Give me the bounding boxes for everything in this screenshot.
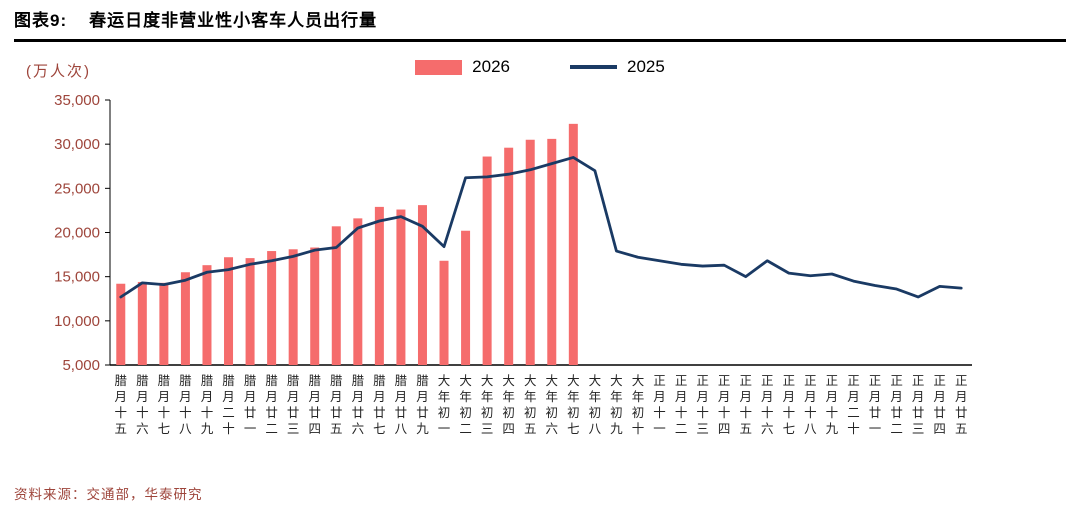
x-tick-label: 正月廿三 — [912, 374, 925, 436]
x-tick-label: 大年初九 — [610, 374, 623, 436]
bar — [482, 156, 492, 365]
bar — [267, 251, 277, 365]
x-tick-label: 大年初七 — [567, 374, 580, 436]
x-tick-label: 正月十七 — [783, 374, 796, 436]
bar — [202, 265, 212, 365]
x-tick-label: 正月十三 — [696, 374, 709, 436]
line-series-2025 — [119, 156, 963, 299]
y-tick-label: 5,000 — [62, 357, 100, 374]
bar — [396, 209, 406, 365]
bar — [374, 206, 384, 365]
x-tick-label: 正月十二 — [675, 374, 688, 436]
y-tick-label: 20,000 — [54, 225, 100, 242]
x-tick-label: 正月十四 — [718, 374, 731, 436]
bar — [310, 247, 320, 365]
bar — [180, 272, 190, 365]
bar — [461, 230, 471, 365]
y-tick-label: 25,000 — [54, 180, 100, 197]
y-axis: 5,000 10,000 15,000 20,000 25,000 30,000 35,00… — [54, 92, 111, 374]
x-tick-label: 正月廿一 — [869, 374, 882, 436]
x-tick-label: 正月廿五 — [955, 374, 968, 436]
bar — [288, 249, 298, 365]
x-tick-label: 正月廿四 — [933, 374, 946, 436]
x-tick-label: 大年初三 — [481, 374, 494, 436]
x-tick-label: 腊月十八 — [179, 374, 192, 436]
x-tick-label: 大年初五 — [524, 374, 537, 436]
bar — [525, 139, 535, 365]
source-note: 资料来源：交通部，华泰研究 — [14, 487, 203, 502]
x-tick-label: 正月二十 — [847, 374, 860, 436]
bar — [331, 226, 341, 365]
bar — [116, 283, 126, 365]
x-tick-label: 腊月廿三 — [287, 374, 300, 436]
x-tick-label: 正月廿二 — [890, 374, 903, 436]
x-tick-label: 腊月二十 — [222, 374, 235, 436]
bar — [504, 147, 514, 365]
x-tick-label: 正月十五 — [739, 374, 752, 436]
x-tick-label: 正月十九 — [826, 374, 839, 436]
bar — [439, 260, 449, 365]
x-tick-label: 腊月廿九 — [416, 374, 429, 436]
x-tick-label: 腊月廿二 — [265, 374, 278, 436]
x-tick-label: 正月十八 — [804, 374, 817, 436]
legend-item-2025: 2025 — [570, 57, 665, 77]
x-tick-label: 腊月廿五 — [330, 374, 343, 436]
x-tick-label: 腊月廿八 — [395, 374, 408, 436]
bar — [547, 138, 557, 365]
legend-label-2026: 2026 — [472, 57, 510, 76]
x-tick-label: 腊月廿七 — [373, 374, 386, 436]
bar — [353, 218, 363, 365]
figure-number: 图表9: — [14, 11, 68, 30]
y-tick-label: 10,000 — [54, 313, 100, 330]
legend-line-swatch-icon — [570, 65, 617, 69]
chart-legend: 2026 2025 — [0, 57, 1080, 77]
bar — [224, 257, 234, 365]
bar — [245, 258, 255, 365]
y-tick-label: 15,000 — [54, 269, 100, 286]
x-tick-label: 腊月廿四 — [308, 374, 321, 436]
x-tick-label: 大年初一 — [438, 374, 451, 436]
figure-title: 春运日度非营业性小客车人员出行量 — [89, 11, 378, 30]
x-tick-label: 腊月十六 — [136, 374, 149, 436]
x-tick-label: 腊月十七 — [158, 374, 171, 436]
legend-label-2025: 2025 — [627, 57, 665, 76]
x-tick-label: 大年初四 — [502, 374, 515, 436]
x-tick-label: 大年初十 — [632, 374, 645, 436]
x-axis-labels: 腊月十五腊月十六腊月十七腊月十八腊月十九腊月二十腊月廿一腊月廿二腊月廿三腊月廿四… — [115, 374, 968, 436]
bar — [417, 205, 427, 365]
x-tick-label: 腊月廿六 — [352, 374, 365, 436]
y-axis-unit-label: (万人次) — [26, 63, 91, 80]
x-tick-label: 腊月十九 — [201, 374, 214, 436]
x-tick-label: 大年初六 — [546, 374, 559, 436]
y-tick-label: 35,000 — [54, 92, 100, 109]
legend-item-2026: 2026 — [415, 57, 510, 77]
bars-series-2026 — [116, 123, 578, 365]
x-tick-label: 大年初二 — [459, 374, 472, 436]
y-tick-label: 30,000 — [54, 136, 100, 153]
x-tick-label: 腊月廿一 — [244, 374, 257, 436]
legend-bar-swatch-icon — [415, 59, 463, 75]
bar — [137, 281, 147, 365]
x-tick-label: 正月十一 — [653, 374, 666, 436]
figure-header: 图表9: 春运日度非营业性小客车人员出行量 — [14, 6, 1066, 42]
x-tick-label: 大年初八 — [589, 374, 602, 436]
x-tick-label: 腊月十五 — [115, 374, 128, 436]
x-tick-label: 正月十六 — [761, 374, 774, 436]
bar — [159, 282, 169, 365]
bar — [568, 123, 578, 365]
